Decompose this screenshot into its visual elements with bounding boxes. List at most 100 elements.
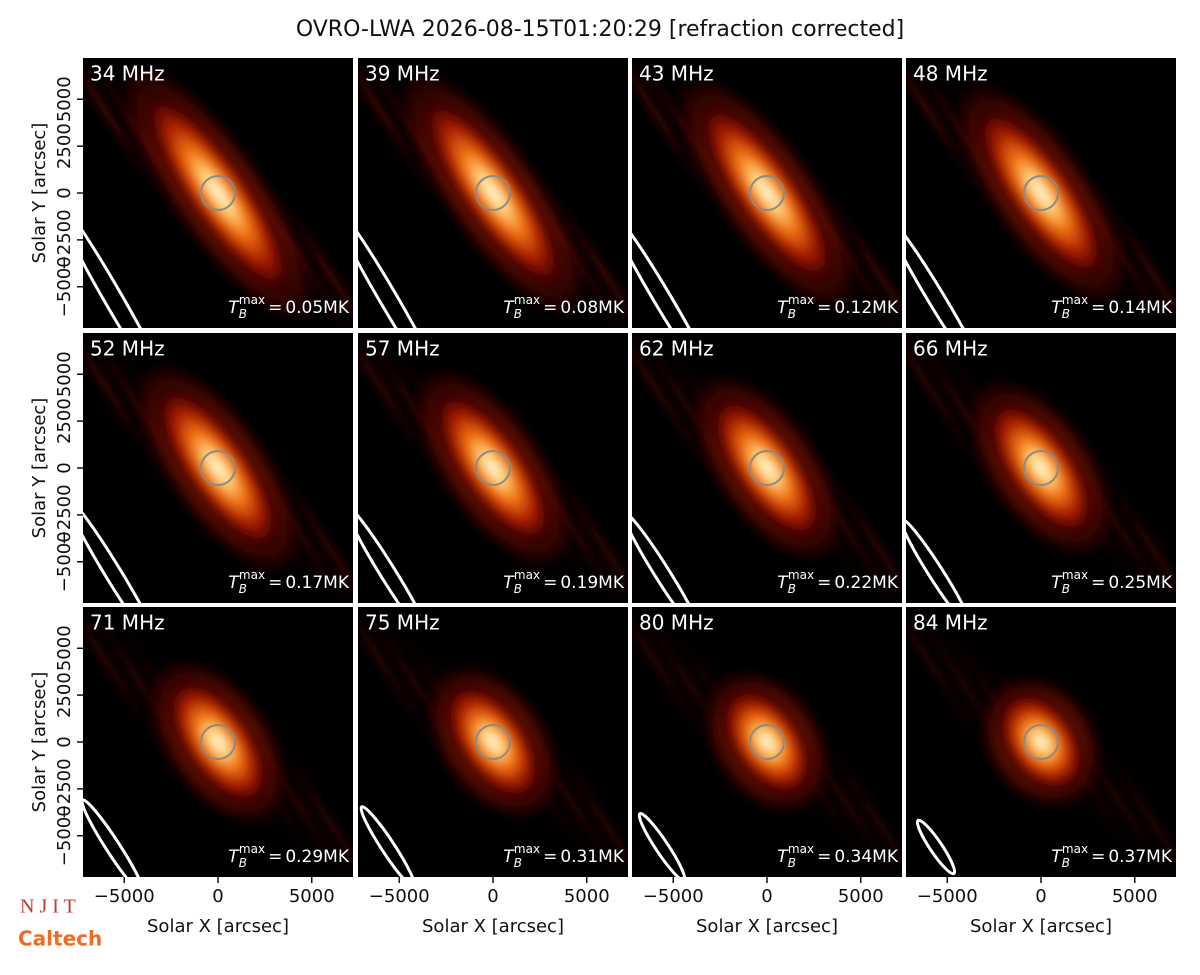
emission-core	[706, 389, 828, 547]
beam	[637, 812, 687, 877]
tb-part: B	[239, 856, 247, 870]
tb-part: =	[1091, 573, 1105, 593]
tb-part: T	[503, 298, 515, 318]
tb-part: B	[514, 307, 522, 321]
tb-part: T	[777, 573, 789, 593]
tb-part: =	[268, 298, 282, 318]
y-tick-label: 2500	[54, 398, 75, 444]
panel	[906, 333, 1176, 603]
tb-label: TBmax = 0.29MK	[228, 842, 350, 870]
y-tick-label: 2500	[54, 672, 75, 718]
tb-part: max	[239, 842, 265, 856]
panel	[83, 607, 353, 877]
solar-disk	[200, 450, 236, 486]
panel	[358, 58, 628, 328]
solar-disk	[1023, 724, 1059, 760]
tb-part: T	[228, 573, 240, 593]
beam	[83, 496, 161, 603]
emission-core	[162, 673, 274, 811]
y-tick-label: −5000	[54, 805, 75, 866]
solar-disk	[475, 724, 511, 760]
x-tick-label: −5000	[917, 886, 978, 907]
tb-part: B	[788, 307, 796, 321]
y-tick-label: −2500	[54, 758, 75, 819]
tb-part: 0.08MK	[560, 298, 625, 318]
tb-label: TBmax = 0.31MK	[503, 842, 625, 870]
y-tick-label: 5000	[54, 625, 75, 671]
emission-core	[429, 384, 557, 552]
tb-part: B	[514, 856, 522, 870]
x-tick-label: 5000	[564, 886, 610, 907]
panel	[358, 607, 628, 877]
tb-part: T	[1051, 298, 1063, 318]
tb-part: max	[1062, 293, 1088, 307]
title: OVRO-LWA 2026-08-15T01:20:29 [refraction…	[296, 17, 904, 42]
tb-part: max	[239, 293, 265, 307]
y-tick-label: −2500	[54, 484, 75, 545]
emission-core	[151, 379, 285, 557]
x-axis-label: Solar X [arcsec]	[970, 916, 1112, 937]
y-axis-label: Solar Y [arcsec]	[29, 672, 50, 813]
tb-part: B	[788, 582, 796, 596]
tb-part: =	[817, 573, 831, 593]
streak	[83, 607, 186, 784]
panel	[906, 607, 1176, 877]
caltech-logo: Caltech	[18, 927, 102, 951]
streak	[632, 607, 735, 784]
x-tick-label: −5000	[369, 886, 430, 907]
tb-part: =	[543, 298, 557, 318]
y-tick-label: −5000	[54, 256, 75, 317]
y-tick-label: 2500	[54, 123, 75, 169]
beam	[83, 192, 176, 328]
tb-part: T	[1051, 573, 1063, 593]
streak	[250, 151, 353, 328]
tb-part: B	[1062, 582, 1070, 596]
tb-part: 0.29MK	[285, 847, 350, 867]
tb-part: 0.14MK	[1108, 298, 1173, 318]
beam	[632, 206, 718, 328]
frequency-label: 39 MHz	[365, 62, 440, 86]
tb-part: 0.37MK	[1108, 847, 1173, 867]
tb-part: 0.25MK	[1108, 573, 1173, 593]
beam	[915, 818, 957, 876]
tb-part: max	[514, 293, 540, 307]
y-tick-label: 0	[54, 187, 75, 198]
frequency-label: 34 MHz	[90, 62, 165, 86]
tb-part: B	[239, 582, 247, 596]
x-tick-label: 0	[212, 886, 223, 907]
tb-part: 0.19MK	[560, 573, 625, 593]
tb-part: 0.22MK	[834, 573, 899, 593]
tb-part: 0.05MK	[285, 298, 350, 318]
streak	[906, 607, 1009, 784]
tb-part: max	[788, 568, 814, 582]
solar-disk	[749, 450, 785, 486]
streak	[799, 700, 902, 877]
emission-core	[138, 84, 298, 302]
tb-label: TBmax = 0.14MK	[1051, 293, 1173, 321]
tb-part: max	[1062, 568, 1088, 582]
tb-part: T	[777, 847, 789, 867]
streak	[906, 333, 1009, 510]
tb-label: TBmax = 0.17MK	[228, 568, 350, 596]
tb-part: =	[817, 298, 831, 318]
x-tick-label: −5000	[643, 886, 704, 907]
panel	[632, 58, 902, 328]
solar-disk	[1023, 175, 1059, 211]
tb-part: T	[228, 847, 240, 867]
frequency-label: 75 MHz	[365, 611, 440, 635]
tb-part: max	[788, 842, 814, 856]
frequency-label: 80 MHz	[639, 611, 714, 635]
panel	[906, 58, 1176, 328]
beam	[83, 798, 146, 877]
tb-label: TBmax = 0.25MK	[1051, 568, 1173, 596]
panel	[83, 333, 353, 603]
solar-disk	[1023, 450, 1059, 486]
tb-part: =	[543, 573, 557, 593]
solar-disk	[475, 175, 511, 211]
panel	[632, 333, 902, 603]
emission-core	[993, 687, 1089, 797]
tb-part: max	[788, 293, 814, 307]
solar-disk	[200, 724, 236, 760]
emission-core	[693, 94, 841, 292]
tb-part: max	[239, 568, 265, 582]
